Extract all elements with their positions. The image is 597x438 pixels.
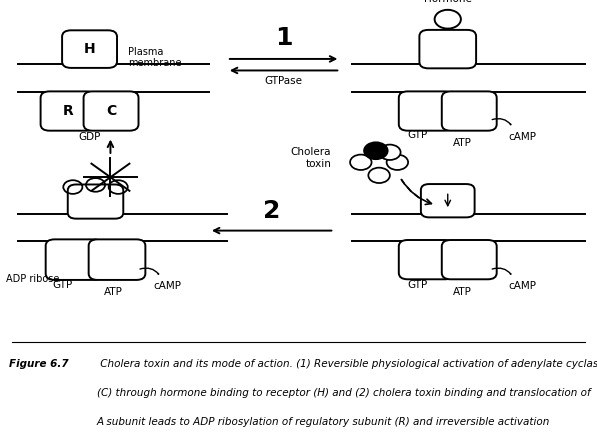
FancyBboxPatch shape	[84, 92, 139, 131]
FancyArrowPatch shape	[492, 268, 511, 274]
Text: GTP: GTP	[408, 130, 428, 140]
Text: cAMP: cAMP	[509, 281, 536, 291]
Text: GTP: GTP	[53, 280, 73, 290]
Circle shape	[364, 142, 387, 159]
FancyArrowPatch shape	[492, 119, 511, 125]
FancyBboxPatch shape	[89, 239, 146, 280]
Text: (C) through hormone binding to receptor (H) and (2) cholera toxin binding and tr: (C) through hormone binding to receptor …	[97, 388, 590, 398]
FancyBboxPatch shape	[46, 239, 103, 280]
Text: A subunit leads to ADP ribosylation of regulatory subunit (R) and irreversible a: A subunit leads to ADP ribosylation of r…	[97, 417, 550, 427]
Circle shape	[387, 155, 408, 170]
FancyBboxPatch shape	[68, 184, 124, 219]
FancyBboxPatch shape	[399, 240, 454, 279]
Text: cAMP: cAMP	[153, 281, 181, 291]
Text: Plasma
membrane: Plasma membrane	[128, 47, 182, 68]
FancyBboxPatch shape	[442, 92, 497, 131]
FancyBboxPatch shape	[399, 92, 454, 131]
Text: Hormone: Hormone	[424, 0, 472, 4]
Text: ATP: ATP	[453, 138, 472, 148]
Text: 1: 1	[275, 26, 293, 50]
Text: 2: 2	[263, 199, 281, 223]
Circle shape	[350, 155, 371, 170]
Text: C: C	[106, 104, 116, 118]
Text: Figure 6.7: Figure 6.7	[9, 359, 69, 369]
FancyBboxPatch shape	[421, 184, 475, 217]
Text: ATP: ATP	[104, 287, 123, 297]
Circle shape	[368, 168, 390, 183]
Text: Cholera
toxin: Cholera toxin	[291, 147, 331, 169]
Text: ATP: ATP	[453, 287, 472, 297]
FancyBboxPatch shape	[442, 240, 497, 279]
FancyBboxPatch shape	[41, 92, 96, 131]
Text: GDP: GDP	[78, 131, 101, 141]
Text: R: R	[63, 104, 73, 118]
FancyBboxPatch shape	[419, 30, 476, 68]
Text: Cholera toxin and its mode of action. (1) Reversible physiological activation of: Cholera toxin and its mode of action. (1…	[97, 359, 597, 369]
FancyArrowPatch shape	[140, 268, 159, 274]
FancyBboxPatch shape	[62, 30, 117, 68]
Text: GTPase: GTPase	[264, 76, 303, 86]
Circle shape	[379, 145, 401, 160]
Text: GTP: GTP	[408, 280, 428, 290]
Text: cAMP: cAMP	[509, 131, 536, 141]
Text: ADP ribose: ADP ribose	[6, 274, 59, 284]
Text: H: H	[84, 42, 96, 56]
